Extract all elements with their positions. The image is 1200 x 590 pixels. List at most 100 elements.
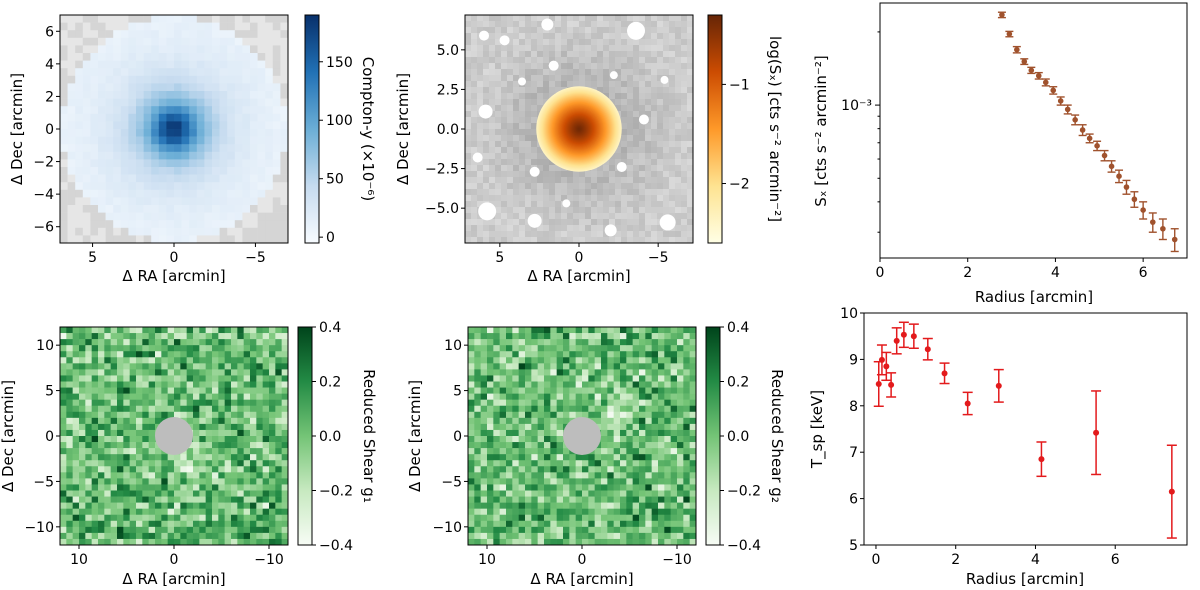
compton-y-cell [98,159,106,168]
shear-g2-cell [588,405,595,413]
shear-g2-cell [639,351,646,358]
compton-y-cell [113,106,122,115]
shear-g1-cell [136,399,143,407]
shear-g2-cell [563,508,570,516]
shear-g1-cell [117,405,124,413]
xray-background-cell [681,141,688,148]
xray-background-cell [669,111,676,118]
shear-g1-cell [186,339,194,346]
shear-g2-cell [582,339,589,346]
compton-y-cell [234,91,243,99]
sx-profile-ylabel: Sₓ [cts s⁻² arcmin⁻²] [812,55,830,206]
xray-background-cell [657,81,664,88]
shear-g1-cell [174,333,181,340]
shear-g2-cell [512,508,519,516]
xray-background-cell [639,153,646,160]
compton-y-cell [219,22,228,31]
xray-background-cell [579,183,586,190]
shear-g2-cell [468,496,475,503]
compton-y-cell [158,227,167,236]
compton-y-cell [174,60,182,69]
shear-g1-cell [237,411,244,419]
xray-background-cell [531,129,538,136]
compton-y-cell [105,167,114,175]
shear-g1-cell [60,393,67,400]
xray-background-cell [645,195,652,202]
shear-g2-cell [588,327,595,334]
xray-background-cell [519,219,526,226]
xray-background-cell [555,195,562,202]
shear-g1-cell [262,393,270,400]
compton-y-cell [174,22,182,31]
shear-g1-cell [155,478,162,485]
xray-background-cell [597,81,604,88]
shear-g1-cell [167,466,175,473]
xray-background-cell [675,27,682,34]
xray-background-cell [471,183,478,190]
xray-background-cell [645,105,652,112]
shear-g1-cell [110,484,118,491]
shear-g1-cell [275,508,282,516]
shear-g1-cell [142,351,149,358]
compton-y-cell [280,75,289,84]
compton-y-cell [227,121,236,130]
shear-g2-cell [556,532,564,540]
shear-g2-cell [468,454,475,461]
compton-y-cell [189,37,198,46]
compton-y-cell [227,68,236,77]
xray-background-cell [573,69,580,76]
shear-g1-cell [66,381,73,388]
xray-background-cell [657,69,664,76]
shear-g2-cell [632,496,640,503]
shear-g1-cell [148,369,156,376]
xray-background-cell [567,183,574,190]
sx-data-point [1094,143,1100,149]
xray-background-cell [495,117,502,124]
shear-g2-cell [468,351,475,358]
shear-g1-cell [205,357,213,364]
compton-y-cell [234,106,243,115]
shear-g1-cell [155,381,162,388]
shear-g2-cell [487,514,494,522]
xray-background-cell [501,51,508,58]
compton-y-cell [189,113,198,122]
shear-g1-cell [193,490,200,497]
shear-g2-cell [480,411,488,419]
shear-g1-cell [91,405,99,413]
shear-g1-cell [243,502,251,509]
shear-g2-cell [639,442,646,449]
xray-background-cell [597,189,604,196]
compton-y-cell [90,37,99,46]
shear-g2-cell [601,490,608,497]
compton-y-cell [67,182,76,191]
shear-g1-cell [269,532,276,540]
xray-background-cell [591,219,598,226]
xray-background-cell [525,33,532,40]
shear-g1-cell [148,351,156,358]
xray-background-cell [507,111,514,118]
xray-background-cell [675,195,682,202]
shear-g2-cell [626,423,633,431]
xray-background-cell [639,123,646,130]
xray-background-cell [645,129,652,136]
shear-g2-cell [651,345,659,352]
xray-background-cell [591,195,598,202]
shear-g2-cell [645,532,652,540]
compton-y-cell [181,22,190,31]
shear-g2-cell [645,423,652,431]
shear-g1-cell [224,411,232,419]
shear-g2-cell [645,351,652,358]
shear-g1-cell [129,411,137,419]
shear-g2-cell [607,357,614,364]
xray-background-cell [555,33,562,40]
shear-g2-cell [594,333,602,340]
xray-background-cell [615,153,622,160]
shear-g1-cell [60,508,67,516]
shear-g2-cell [525,393,532,400]
shear-g1-cell [161,399,168,407]
shear-g1-cell [269,460,276,467]
shear-g2-cell [601,502,608,509]
xray-background-cell [465,57,472,64]
shear-g2-cell [550,478,557,485]
shear-g1-cell [193,417,200,425]
